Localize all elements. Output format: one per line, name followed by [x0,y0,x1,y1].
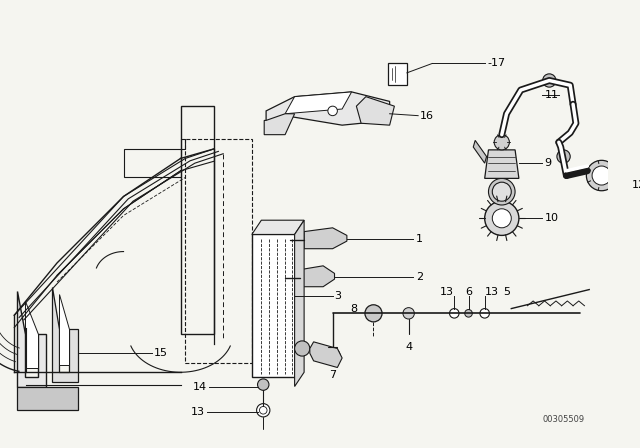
Polygon shape [356,97,394,125]
Circle shape [592,166,611,185]
Circle shape [257,379,269,390]
Polygon shape [252,220,304,234]
Circle shape [492,182,511,201]
Circle shape [557,150,570,163]
Circle shape [543,74,556,87]
Text: 5: 5 [503,288,510,297]
Text: 3: 3 [335,291,342,301]
Polygon shape [252,234,294,377]
Circle shape [294,341,310,356]
Text: 8: 8 [350,304,357,314]
Text: 00305509: 00305509 [542,415,584,424]
Polygon shape [17,292,45,387]
Polygon shape [264,114,294,135]
Polygon shape [17,387,78,410]
Circle shape [328,106,337,116]
Polygon shape [285,92,351,114]
Circle shape [492,209,511,228]
Text: 13: 13 [191,407,205,417]
Text: 10: 10 [545,213,559,223]
Polygon shape [300,266,335,287]
Text: 9: 9 [545,158,552,168]
Circle shape [484,201,519,235]
Polygon shape [52,287,78,382]
Polygon shape [25,301,38,367]
Polygon shape [473,140,486,163]
Polygon shape [266,92,390,130]
Text: 11: 11 [545,90,559,100]
Text: -17: -17 [488,58,506,69]
Circle shape [403,308,414,319]
Text: 4: 4 [405,341,412,352]
Polygon shape [294,220,304,387]
Circle shape [586,160,617,191]
Circle shape [465,310,472,317]
Text: 16: 16 [420,111,434,121]
Circle shape [480,309,490,318]
Text: 7: 7 [329,370,336,380]
Polygon shape [484,150,519,178]
Text: 2: 2 [416,272,424,282]
Circle shape [488,178,515,205]
Text: 13: 13 [484,288,499,297]
Text: 6: 6 [465,288,472,297]
Text: 12: 12 [632,180,640,190]
Circle shape [449,309,459,318]
Polygon shape [59,294,69,365]
Text: 14: 14 [193,382,207,392]
Text: 1: 1 [416,234,423,244]
Circle shape [325,349,340,364]
Polygon shape [310,342,342,367]
Text: 13: 13 [440,288,454,297]
Polygon shape [388,63,407,85]
Circle shape [365,305,382,322]
Circle shape [494,135,509,150]
Text: 15: 15 [154,348,168,358]
Polygon shape [304,228,347,249]
Circle shape [257,404,270,417]
